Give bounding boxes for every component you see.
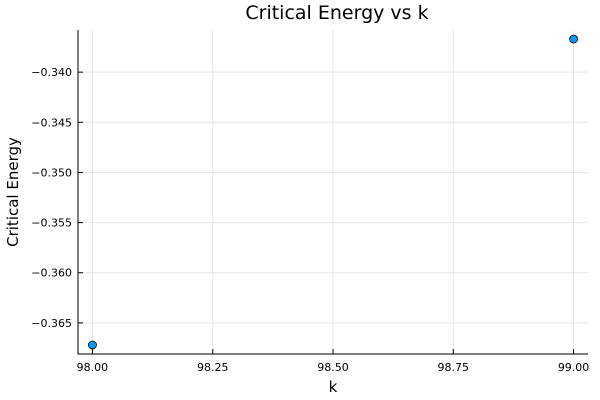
- x-tick-label: 98.75: [438, 361, 470, 374]
- x-axis-label: k: [329, 378, 338, 396]
- y-tick-label: −0.355: [31, 217, 72, 230]
- x-ticks: 98.00 98.25 98.50 98.75 99.00: [77, 349, 590, 374]
- x-tick-label: 98.50: [317, 361, 349, 374]
- axis-spines: [77, 30, 588, 355]
- y-tick-label: −0.345: [31, 116, 72, 129]
- y-ticks: −0.365 −0.360 −0.355 −0.350 −0.345 −0.340: [31, 66, 83, 330]
- x-tick-label: 98.00: [77, 361, 109, 374]
- y-tick-label: −0.365: [31, 317, 72, 330]
- x-tick-label: 99.00: [558, 361, 590, 374]
- grid: [78, 30, 588, 354]
- y-tick-label: −0.350: [31, 166, 72, 179]
- chart-title: Critical Energy vs k: [245, 2, 428, 24]
- y-tick-label: −0.340: [31, 66, 72, 79]
- axes: [77, 30, 588, 355]
- data-point: [88, 340, 97, 350]
- x-tick-label: 98.25: [197, 361, 229, 374]
- y-axis-label: Critical Energy: [4, 137, 22, 247]
- y-tick-label: −0.360: [31, 267, 72, 280]
- data-points: [88, 34, 578, 350]
- data-point: [569, 34, 578, 44]
